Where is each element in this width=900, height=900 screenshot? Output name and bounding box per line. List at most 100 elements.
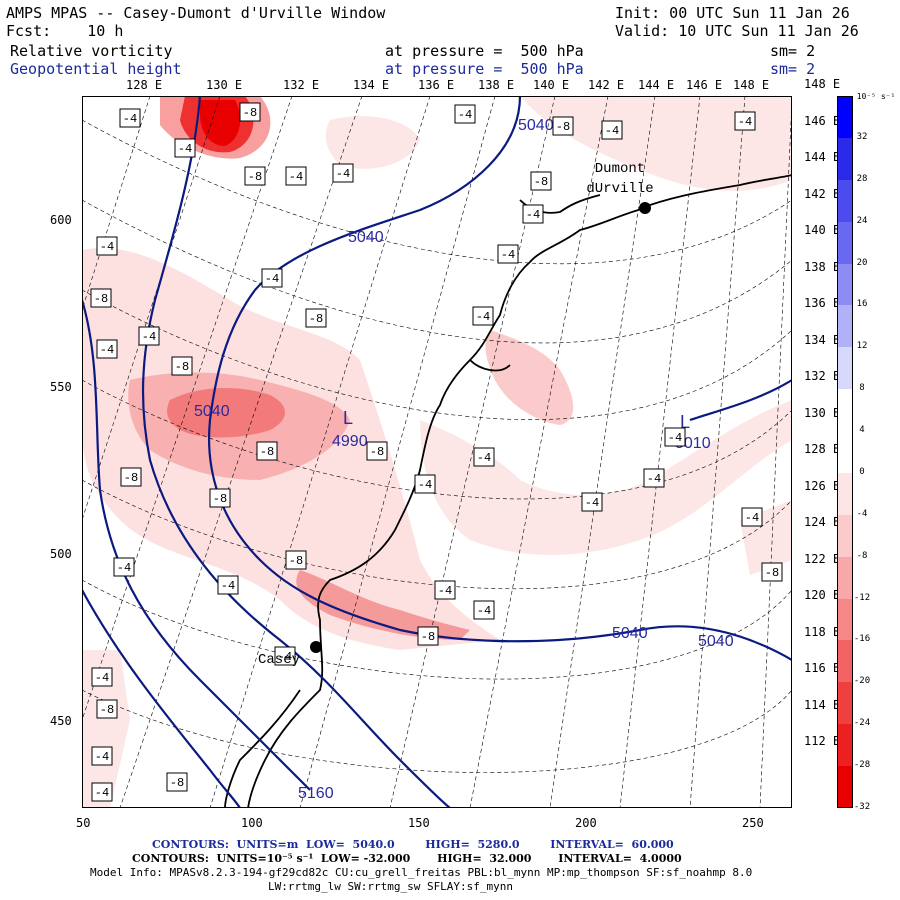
right-lon-label: 112 E (804, 734, 841, 748)
vort-label: -4 (117, 561, 131, 575)
vort-label: -4 (178, 142, 192, 156)
vort-label: -8 (370, 445, 384, 459)
vort-label: -4 (647, 472, 661, 486)
colorbar-level-label: -28 (853, 760, 871, 771)
lon-label-top: 148 E (733, 78, 770, 92)
station-label-dumont: Dumont dUrville (586, 161, 653, 197)
vort-label: -8 (100, 703, 114, 717)
forecast-hour: Fcst: 10 h (6, 22, 124, 40)
vort-label: -4 (668, 431, 682, 445)
vort-label: -4 (221, 579, 235, 593)
right-lon-label: 130 E (804, 405, 841, 420)
height-label: 5040 (518, 117, 554, 134)
colorbar-level-label: 20 (856, 257, 868, 268)
vort-label: -4 (745, 511, 759, 525)
colorbar-level-label: -16 (853, 634, 871, 645)
field1-name: Relative vorticity (10, 42, 173, 60)
vort-label: -4 (605, 124, 619, 138)
casey-marker[interactable] (310, 641, 322, 653)
right-lon-label: 140 E (804, 223, 841, 237)
vort-label: -8 (534, 175, 548, 189)
vort-label: -4 (336, 167, 350, 181)
vort-label: -4 (738, 115, 752, 129)
field2-level: at pressure = 500 hPa (385, 60, 584, 78)
right-lon-label: 148 E (804, 77, 841, 91)
height-label: 5040 (612, 625, 648, 642)
vort-label: -4 (123, 112, 137, 126)
lon-label-top: 142 E (588, 78, 625, 92)
vort-label: -8 (260, 445, 274, 459)
colorbar-level-label: 0 (859, 466, 865, 477)
lon-label-top: 128 E (126, 78, 163, 92)
vort-label: -8 (421, 630, 435, 644)
field1-smoothing: sm= 2 (770, 42, 816, 60)
right-lon-label: 122 E (804, 551, 841, 566)
right-lon-label: 138 E (804, 259, 841, 274)
y-axis-label: 550 (50, 380, 72, 394)
vorticity-labels: -4 -4 -8 -8 -4 -4 -8 -4 -4 -4 -8 -4 -8 -… (90, 102, 783, 802)
vort-label: -4 (95, 750, 109, 764)
colorbar-unit: 10⁻⁵ s⁻¹ (856, 92, 896, 101)
lon-label-top: 130 E (206, 78, 243, 92)
vorticity-fill (82, 96, 792, 808)
field1-level: at pressure = 500 hPa (385, 42, 584, 60)
low-marker: L (343, 408, 353, 428)
vort-label: -4 (95, 786, 109, 800)
vort-label: -8 (248, 170, 262, 184)
x-axis-label: 150 (408, 816, 430, 830)
colorbar-level-label: 12 (856, 341, 868, 352)
x-axis-label: 100 (241, 816, 263, 830)
colorbar-level-label: 24 (856, 215, 868, 226)
vort-label: -4 (526, 208, 540, 222)
low-marker: L (680, 412, 690, 432)
height-label: 5160 (298, 785, 334, 802)
vort-label: -4 (142, 330, 156, 344)
map-panel[interactable]: 5040 5040 5040 5040 5040 4990 5010 5160 … (82, 96, 792, 808)
vort-label: -4 (477, 604, 491, 618)
right-lon-label: 126 E (804, 478, 841, 493)
vort-label: -4 (477, 451, 491, 465)
x-axis-label: 50 (76, 816, 91, 830)
right-lon-label: 118 E (804, 624, 841, 639)
vort-label: -8 (309, 312, 323, 326)
colorbar-level-label: 28 (856, 173, 868, 184)
right-lon-label: 144 E (804, 150, 841, 164)
vort-label: -4 (289, 170, 303, 184)
vort-label: -8 (289, 554, 303, 568)
vort-label: -4 (95, 671, 109, 685)
height-label: 5040 (698, 633, 734, 650)
colorbar-level-label: -20 (853, 676, 871, 687)
right-lon-label: 128 E (804, 442, 841, 456)
right-lon-label: 120 E (804, 588, 841, 602)
colorbar-level-label: -24 (853, 718, 871, 729)
footer-model-info: Model Info: MPASv8.2.3-194-gf29cd82c CU:… (90, 866, 753, 879)
vort-label: -8 (213, 492, 227, 506)
vort-label: -4 (278, 650, 292, 664)
stations: Dumont dUrville Casey (258, 161, 654, 668)
vort-label: -8 (243, 106, 257, 120)
lon-label-top: 136 E (418, 78, 455, 92)
height-labels: 5040 5040 5040 5040 5040 4990 5010 5160 … (194, 117, 734, 802)
height-label: 5040 (194, 403, 230, 420)
vort-label: -4 (476, 310, 490, 324)
right-lon-label: 124 E (804, 515, 841, 529)
y-axis-label: 500 (50, 547, 72, 561)
vort-label: -8 (556, 120, 570, 134)
colorbar-level-label: 8 (859, 383, 865, 394)
footer-radiation: LW:rrtmg_lw SW:rrtmg_sw SFLAY:sf_mynn (268, 880, 514, 893)
vort-label: -4 (501, 248, 515, 262)
y-axis-label: 450 (50, 714, 72, 728)
colorbar-level-label: -32 (853, 802, 871, 812)
vort-label: -8 (124, 471, 138, 485)
chart-title: AMPS MPAS -- Casey-Dumont d'Urville Wind… (6, 4, 386, 22)
vort-label: -4 (265, 272, 279, 286)
vort-label: -4 (100, 240, 114, 254)
dumont-durville-marker[interactable] (639, 202, 651, 214)
vort-label: -8 (175, 360, 189, 374)
right-lon-label: 116 E (804, 661, 841, 675)
footer-height-contours: CONTOURS: UNITS=m LOW= 5040.0 HIGH= 5280… (152, 838, 674, 851)
station-label-casey: Casey (258, 652, 300, 668)
right-lon-label: 146 E (804, 113, 841, 128)
colorbar-level-label: 32 (856, 131, 868, 142)
init-time: Init: 00 UTC Sun 11 Jan 26 (615, 4, 850, 22)
